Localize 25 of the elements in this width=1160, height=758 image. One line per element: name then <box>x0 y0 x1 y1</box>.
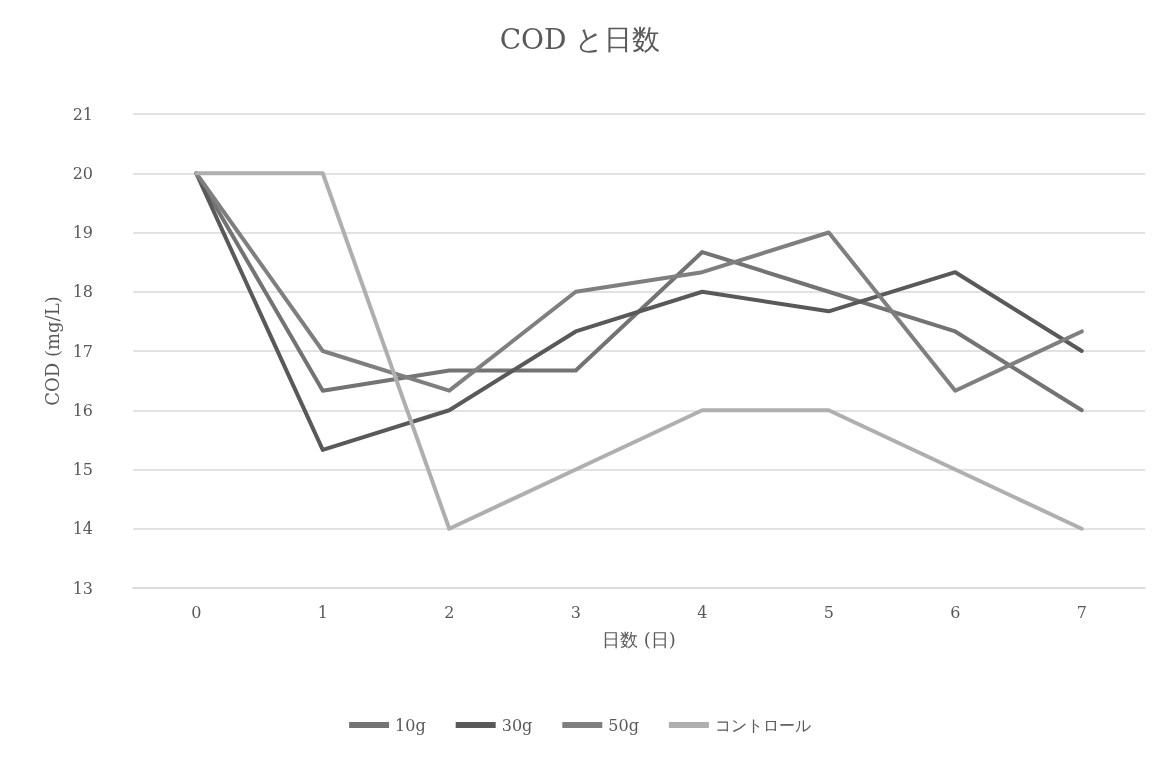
x-tick-label: 5 <box>823 602 834 622</box>
x-tick-label: 4 <box>697 602 708 622</box>
y-axis-title: COD (mg/L) <box>41 296 63 406</box>
y-tick-label: 20 <box>72 163 93 183</box>
y-tick-label: 17 <box>72 341 93 361</box>
x-tick-label: 2 <box>444 602 455 622</box>
y-tick-label: 15 <box>72 460 93 479</box>
y-tick-label: 21 <box>72 104 93 124</box>
x-tick-label: 7 <box>1076 602 1087 622</box>
line-series <box>194 171 1084 531</box>
x-tick-label: 3 <box>570 602 581 622</box>
legend-label: 50g <box>608 715 639 735</box>
y-tick-label: 18 <box>72 282 93 302</box>
x-tick-label: 1 <box>317 602 328 622</box>
x-axis-title: 日数 (日) <box>602 628 676 650</box>
y-tick-label: 19 <box>72 223 93 242</box>
legend-label: 10g <box>395 715 426 735</box>
y-tick-label: 14 <box>72 519 93 539</box>
legend-label: コントロール <box>714 715 811 735</box>
chart-title: COD と日数 <box>499 22 661 56</box>
y-tick-label: 13 <box>72 578 93 598</box>
x-tick-label: 6 <box>950 602 961 622</box>
y-tick-label: 16 <box>72 400 93 420</box>
x-tick-label: 0 <box>191 602 202 622</box>
legend-label: 30g <box>501 715 533 735</box>
